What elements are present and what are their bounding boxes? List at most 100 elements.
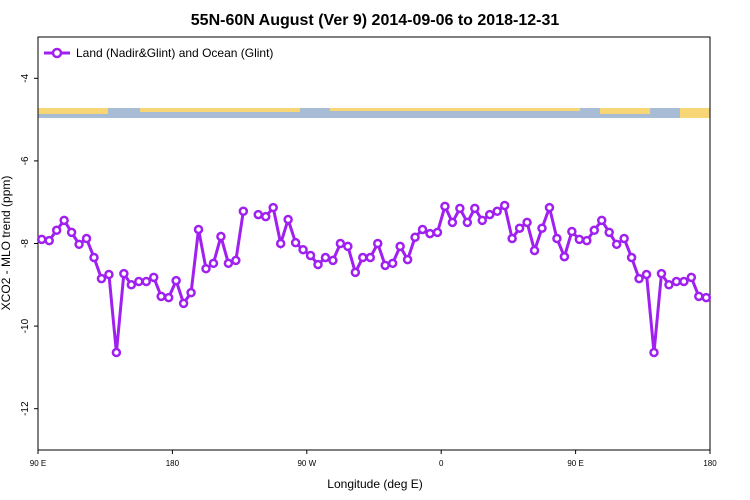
data-point (447, 217, 458, 228)
data-point (148, 272, 159, 283)
data-point (111, 347, 122, 358)
data-point (74, 239, 84, 250)
data-point (231, 255, 241, 266)
data-point (455, 203, 465, 214)
data-point (275, 238, 286, 249)
data-point (694, 291, 704, 302)
data-point (208, 258, 219, 269)
x-tick-label: 90 E (567, 459, 583, 468)
data-point (134, 276, 144, 287)
data-point (313, 259, 323, 270)
data-point (372, 238, 383, 249)
data-point (567, 226, 577, 237)
data-point (492, 206, 502, 217)
data-point (283, 214, 293, 225)
data-point (59, 215, 69, 226)
data-point (574, 234, 585, 245)
data-point (440, 201, 450, 212)
data-point (664, 280, 674, 290)
x-tick-label: 180 (703, 459, 717, 468)
data-point (320, 252, 331, 263)
legend-marker (51, 47, 63, 59)
data-point (582, 235, 592, 246)
legend-label: Land (Nadir&Glint) and Ocean (Glint) (76, 46, 273, 60)
map-strip (38, 108, 710, 118)
data-point (51, 225, 62, 236)
x-tick-label: 0 (439, 459, 444, 468)
data-point (186, 287, 196, 298)
data-point (671, 276, 682, 287)
data-point (141, 276, 152, 287)
data-point (96, 273, 107, 284)
data-point (305, 250, 316, 261)
data-point (44, 235, 54, 246)
data-point (656, 268, 667, 279)
data-point (596, 215, 607, 226)
data-point (290, 237, 301, 248)
data-point (328, 255, 338, 266)
data-point (253, 209, 264, 220)
data-point (358, 252, 368, 263)
data-point (298, 244, 308, 255)
data-point (178, 298, 189, 309)
x-tick-label: 90 W (297, 459, 316, 468)
data-point (89, 252, 99, 263)
data-point (611, 239, 622, 250)
data-point (537, 223, 547, 233)
data-point (343, 241, 353, 252)
y-tick-label: -8 (20, 239, 31, 248)
data-point (380, 260, 390, 271)
data-point (126, 280, 137, 290)
data-point (365, 252, 376, 263)
data-point (641, 269, 652, 280)
data-point (156, 291, 166, 302)
data-point (679, 276, 689, 287)
data-point (163, 292, 174, 303)
data-point (104, 269, 114, 280)
data-point (462, 217, 473, 228)
data-point (193, 224, 204, 235)
data-point (544, 202, 555, 213)
data-point (499, 200, 510, 211)
data-point (260, 211, 271, 222)
data-point (634, 273, 644, 284)
data-point (223, 258, 234, 269)
data-point (238, 206, 249, 217)
data-point (589, 225, 600, 236)
data-point (417, 224, 428, 235)
data-point (604, 227, 614, 238)
data-point (36, 234, 47, 245)
data-point (350, 267, 361, 278)
data-point (201, 263, 211, 274)
data-point (268, 202, 278, 213)
data-point (395, 241, 405, 252)
data-point (559, 251, 570, 262)
data-point (216, 231, 226, 242)
data-point (425, 228, 435, 239)
data-point (477, 215, 488, 226)
data-point (626, 252, 637, 263)
data-point (432, 227, 443, 238)
data-point (522, 217, 532, 228)
data-point (484, 209, 495, 220)
data-point (470, 203, 480, 214)
x-axis-label: Longitude (deg E) (327, 477, 422, 491)
x-tick-label: 180 (166, 459, 180, 468)
data-point (507, 233, 517, 244)
data-point (387, 258, 398, 269)
data-point (701, 292, 712, 303)
chart-title: 55N-60N August (Ver 9) 2014-09-06 to 201… (191, 12, 560, 29)
data-point (514, 223, 525, 233)
y-tick-label: -4 (20, 73, 31, 82)
data-point (686, 272, 697, 283)
data-point (619, 233, 629, 244)
x-tick-label: 90 E (30, 459, 46, 468)
data-point (119, 268, 129, 279)
y-axis-label: XCO2 - MLO trend (ppm) (0, 176, 13, 311)
data-point (402, 254, 413, 265)
data-point (529, 245, 540, 256)
data-point (81, 233, 92, 244)
data-point (171, 275, 181, 286)
y-tick-label: -10 (20, 318, 31, 333)
